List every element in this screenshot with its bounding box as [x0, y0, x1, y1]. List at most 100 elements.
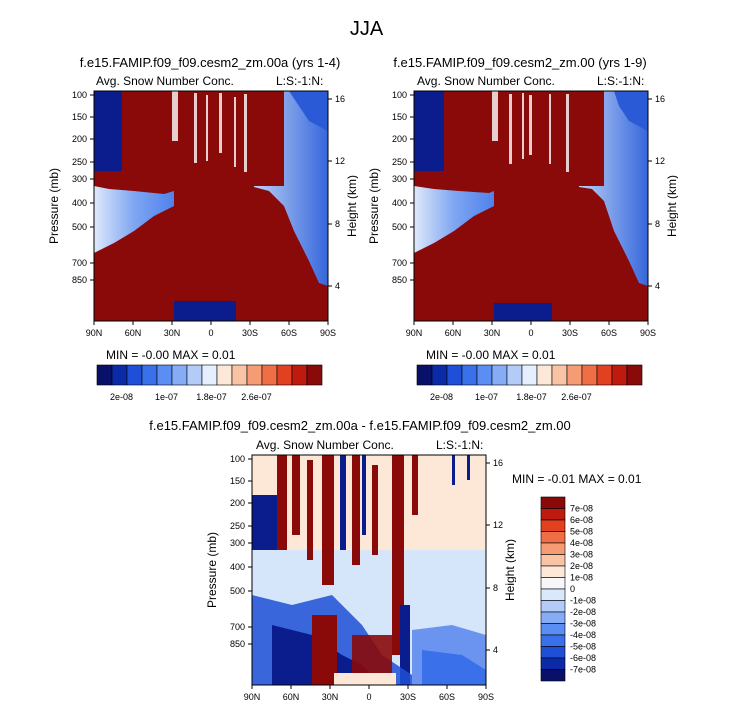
colorbar-swatch [611, 364, 628, 386]
colorbar-label: -4e-08 [570, 630, 596, 640]
latitude-tick-label: 30N [164, 328, 181, 338]
colorbar-label: 2e-08 [570, 561, 593, 571]
panel2-units-label: L:S:-1:N: [597, 74, 645, 88]
pressure-tick-label: 200 [392, 134, 407, 144]
pressure-tick-label: 300 [72, 174, 87, 184]
colorbar-swatch [96, 364, 113, 386]
pressure-tick-label: 700 [72, 258, 87, 268]
panel1-blue-region-ul [94, 91, 122, 171]
colorbar-label: -2e-08 [570, 607, 596, 617]
panel1-axes: 100 150 200 250 300 400 500 700 850 16 12 8 4 90N 60N 3… [48, 90, 358, 338]
height-tick-label: 12 [335, 156, 345, 166]
colorbar-label: -6e-08 [570, 653, 596, 663]
pressure-tick-label: 700 [230, 622, 245, 632]
panel1-plot: 100 150 200 250 300 400 500 700 850 16 12 8 4 90N 60N 3… [48, 90, 358, 338]
colorbar-swatch [141, 364, 158, 386]
pressure-tick-label: 150 [72, 112, 87, 122]
pressure-tick-label: 100 [392, 90, 407, 100]
colorbar-swatch [540, 554, 566, 567]
colorbar-swatch [431, 364, 448, 386]
colorbar-label: 2.6e-07 [561, 392, 592, 402]
height-tick-label: 12 [493, 520, 503, 530]
pressure-tick-label: 300 [230, 538, 245, 548]
colorbar-swatch [416, 364, 433, 386]
colorbar-swatch [626, 364, 643, 386]
pressure-tick-label: 850 [72, 275, 87, 285]
colorbar-swatch [186, 364, 203, 386]
colorbar-swatch [231, 364, 248, 386]
colorbar-swatch [566, 364, 583, 386]
latitude-tick-label: 60N [283, 692, 300, 702]
latitude-tick-label: 60S [281, 328, 297, 338]
height-tick-label: 8 [493, 583, 498, 593]
pressure-tick-label: 400 [230, 562, 245, 572]
colorbar-swatch [111, 364, 128, 386]
colorbar-swatch [596, 364, 613, 386]
colorbar-swatch [476, 364, 493, 386]
colorbar-swatch [446, 364, 463, 386]
colorbar-swatch [540, 565, 566, 578]
colorbar-label: 1e-07 [155, 392, 178, 402]
colorbar-swatch [291, 364, 308, 386]
colorbar-swatch [540, 588, 566, 601]
latitude-tick-label: 90S [640, 328, 656, 338]
panel2-variable-label: Avg. Snow Number Conc. [417, 74, 555, 88]
colorbar-swatch [506, 364, 523, 386]
figure-title: JJA [349, 18, 384, 40]
colorbar-swatch [540, 496, 566, 509]
latitude-tick-label: 30S [562, 328, 578, 338]
latitude-tick-label: 90N [406, 328, 423, 338]
height-tick-label: 8 [655, 219, 660, 229]
colorbar-swatch [171, 364, 188, 386]
colorbar-swatch [156, 364, 173, 386]
pressure-tick-label: 500 [392, 222, 407, 232]
panel2-plot: 100 150 200 250 300 400 500 700 850 16 12 8 4 90N 60N 3… [368, 90, 678, 338]
panel2-axes: 100 150 200 250 300 400 500 700 850 16 12 8 4 90N 60N 3… [368, 90, 678, 338]
panel2-blue-region-ul [414, 91, 444, 171]
panel1-title: f.e15.FAMIP.f09_f09.cesm2_zm.00a (yrs 1-… [79, 55, 341, 70]
pressure-axis-label: Pressure (mb) [48, 168, 61, 244]
pressure-tick-label: 200 [230, 498, 245, 508]
colorbar-swatch [540, 508, 566, 521]
panel2-colorbar: 2e-08 1e-07 1.8e-07 2.6e-07 [416, 364, 643, 402]
colorbar-swatch [540, 577, 566, 590]
colorbar-swatch [276, 364, 293, 386]
colorbar-swatch [581, 364, 598, 386]
pressure-tick-label: 850 [230, 639, 245, 649]
latitude-tick-label: 60N [445, 328, 462, 338]
pressure-axis-label: Pressure (mb) [368, 168, 381, 244]
colorbar-swatch [536, 364, 553, 386]
latitude-tick-label: 60S [439, 692, 455, 702]
panel1-variable-label: Avg. Snow Number Conc. [96, 74, 234, 88]
colorbar-swatch [540, 669, 566, 682]
colorbar-swatch [540, 623, 566, 636]
colorbar-swatch [540, 634, 566, 647]
latitude-tick-label: 0 [366, 692, 371, 702]
panel3-axes: 100 150 200 250 300 400 500 700 850 16 12 8 4 90N 60N 3… [206, 454, 516, 702]
colorbar-swatch [126, 364, 143, 386]
panel2-blue-region-bottom [494, 303, 552, 321]
panel3-stats: MIN = -0.01 MAX = 0.01 [512, 472, 642, 486]
panel1-stats: MIN = -0.00 MAX = 0.01 [106, 348, 236, 362]
colorbar-label: 2e-08 [430, 392, 453, 402]
height-tick-label: 16 [335, 94, 345, 104]
colorbar-label: 1.8e-07 [516, 392, 547, 402]
colorbar-swatch [461, 364, 478, 386]
pressure-tick-label: 250 [230, 521, 245, 531]
pressure-tick-label: 150 [230, 476, 245, 486]
pressure-tick-label: 850 [392, 275, 407, 285]
latitude-tick-label: 30S [242, 328, 258, 338]
latitude-tick-label: 90N [244, 692, 261, 702]
height-tick-label: 4 [335, 281, 340, 291]
pressure-tick-label: 300 [392, 174, 407, 184]
pressure-tick-label: 100 [230, 454, 245, 464]
pressure-tick-label: 250 [392, 157, 407, 167]
colorbar-swatch [246, 364, 263, 386]
latitude-tick-label: 0 [528, 328, 533, 338]
colorbar-swatch [540, 531, 566, 544]
colorbar-swatch [540, 657, 566, 670]
colorbar-swatch [491, 364, 508, 386]
pressure-tick-label: 500 [72, 222, 87, 232]
pressure-axis-label: Pressure (mb) [206, 532, 219, 608]
colorbar-label: 1.8e-07 [196, 392, 227, 402]
